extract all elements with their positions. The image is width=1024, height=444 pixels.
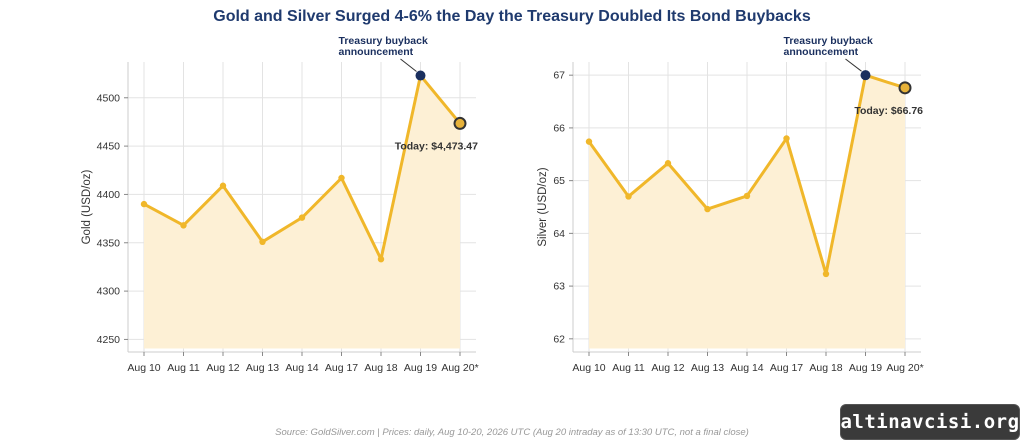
gold-x-tick-label: Aug 14	[285, 362, 318, 374]
silver-y-tick-label: 64	[553, 228, 565, 240]
gold-x-tick-label: Aug 19	[404, 362, 437, 374]
gold-x-tick-label: Aug 18	[364, 362, 397, 374]
silver-data-point	[783, 135, 790, 142]
silver-data-point	[664, 160, 672, 167]
gold-annotation-line2: announcement	[339, 46, 414, 58]
silver-annotation-line1: Treasury buyback	[784, 35, 873, 47]
gold-y-tick-label: 4350	[97, 237, 121, 249]
gold-y-tick-label: 4450	[97, 141, 121, 153]
silver-area-fill	[589, 75, 905, 349]
chart-title: Gold and Silver Surged 4-6% the Day the …	[213, 8, 811, 25]
gold-data-point	[338, 174, 345, 182]
gold-data-point	[259, 238, 266, 245]
gold-y-tick-label: 4500	[97, 92, 121, 104]
silver-today-label: Today: $66.76	[854, 105, 923, 117]
silver-x-tick-label: Aug 12	[651, 362, 684, 374]
gold-x-tick-label: Aug 12	[206, 362, 239, 374]
silver-annotation-line2: announcement	[784, 46, 859, 58]
watermark-badge: altinavcisi.org	[840, 404, 1020, 440]
silver-y-tick-label: 65	[553, 175, 565, 187]
gold-y-tick-label: 4300	[97, 286, 121, 298]
gold-today-point	[453, 116, 467, 130]
silver-y-axis-label: Silver (USD/oz)	[537, 167, 549, 246]
gold-x-tick-label: Aug 13	[246, 362, 279, 374]
silver-annotation-leader	[845, 58, 862, 72]
gold-annotation-leader	[400, 58, 417, 72]
silver-today-point	[898, 81, 912, 95]
silver-data-point	[822, 270, 830, 278]
gold-x-tick-label: Aug 10	[127, 362, 160, 374]
silver-y-tick-label: 67	[553, 70, 565, 82]
gold-x-tick-label: Aug 11	[167, 362, 200, 374]
silver-data-point	[743, 192, 751, 200]
silver-x-tick-label: Aug 20*	[886, 362, 923, 374]
silver-y-tick-label: 62	[553, 333, 565, 345]
gold-today-label: Today: $4,473.47	[395, 140, 478, 152]
silver-x-tick-label: Aug 13	[691, 362, 724, 374]
gold-y-tick-label: 4250	[97, 334, 121, 346]
gold-x-tick-label: Aug 20*	[441, 362, 478, 374]
silver-x-tick-label: Aug 17	[770, 362, 803, 374]
silver-data-point	[704, 205, 711, 213]
gold-data-point	[140, 200, 148, 208]
silver-x-tick-label: Aug 11	[612, 362, 645, 374]
silver-announcement-point	[860, 70, 871, 81]
gold-data-point	[219, 182, 227, 189]
gold-data-point	[180, 222, 187, 229]
gold-data-point	[377, 256, 385, 263]
silver-y-tick-label: 66	[553, 122, 565, 134]
silver-x-tick-label: Aug 14	[730, 362, 763, 374]
gold-data-point	[298, 214, 306, 221]
silver-x-tick-label: Aug 10	[572, 362, 605, 374]
silver-x-tick-label: Aug 19	[849, 362, 882, 374]
gold-y-axis-label: Gold (USD/oz)	[81, 169, 93, 244]
silver-y-tick-label: 63	[553, 281, 565, 293]
watermark-text: altinavcisi.org	[840, 411, 1020, 433]
gold-annotation-line1: Treasury buyback	[339, 35, 428, 47]
silver-x-tick-label: Aug 18	[809, 362, 842, 374]
silver-data-point	[585, 138, 593, 145]
gold-announcement-point	[415, 70, 426, 81]
source-note: Source: GoldSilver.com | Prices: daily, …	[275, 427, 749, 438]
gold-y-tick-label: 4400	[97, 189, 121, 201]
silver-data-point	[625, 193, 632, 200]
gold-x-tick-label: Aug 17	[325, 362, 358, 374]
gold-area-fill	[144, 75, 460, 349]
